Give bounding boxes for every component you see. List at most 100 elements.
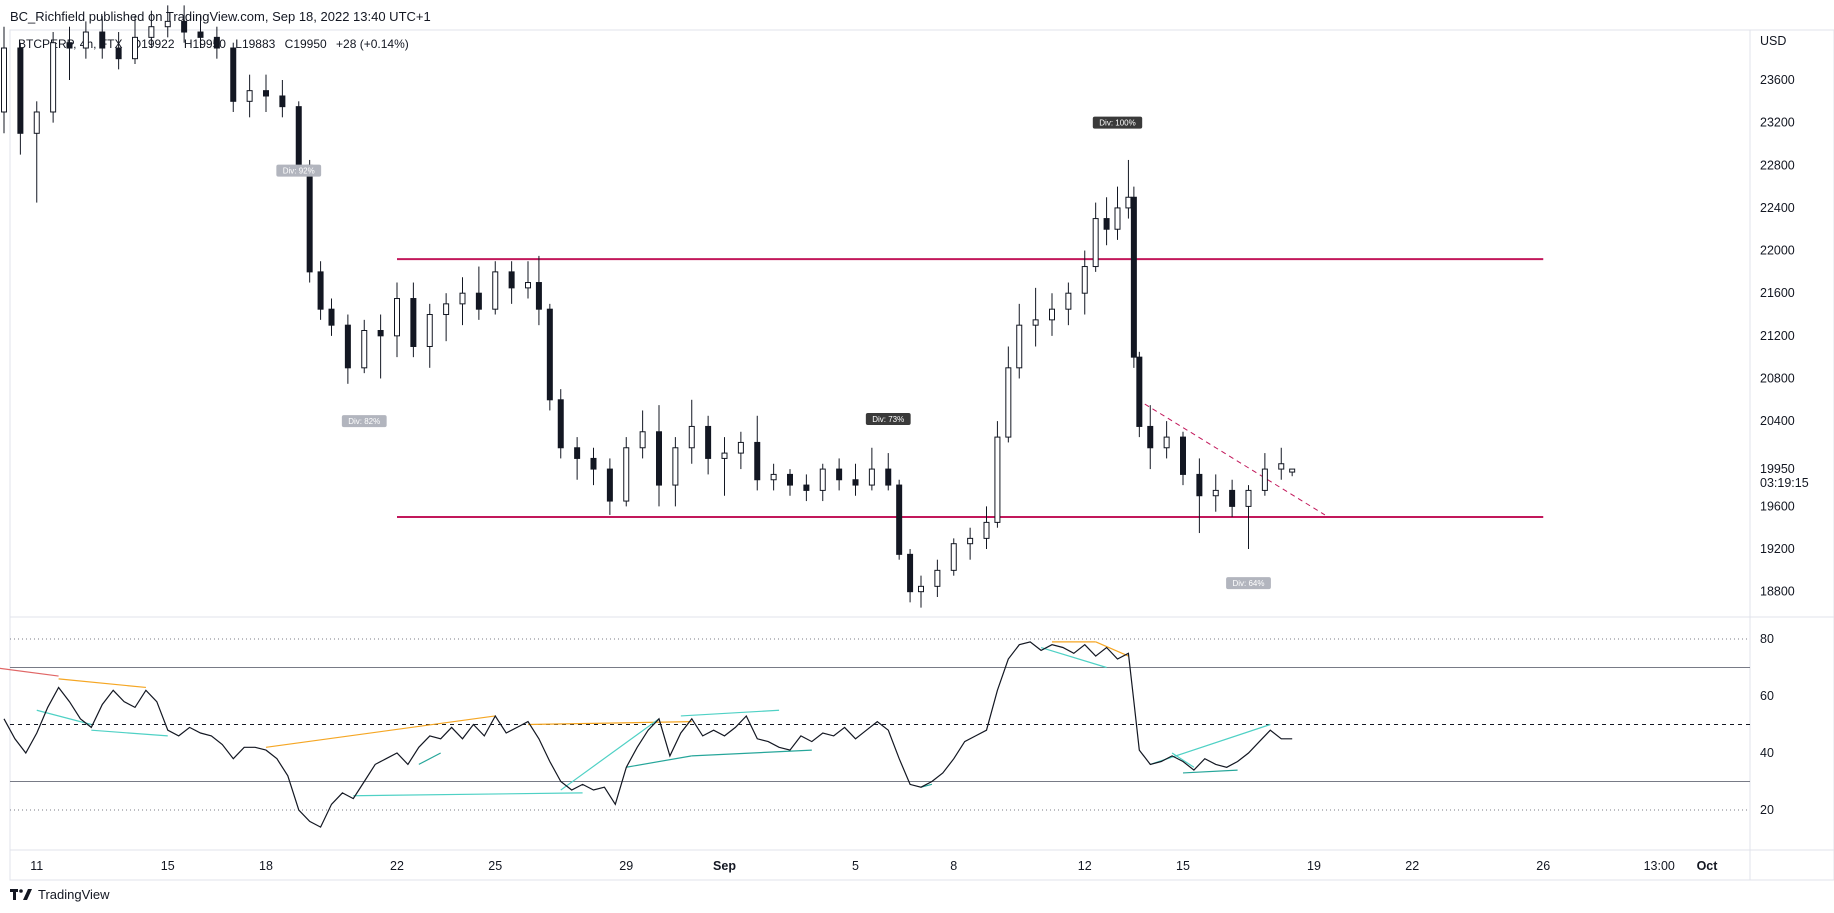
candle [574,437,581,480]
divergence-badges: Div: 92% Div: 82% Div: 73% Div: 100% Div: 64… [276,116,1271,590]
divergence-line [91,729,168,737]
price-tick: 20400 [1760,414,1795,428]
candle-body [1229,489,1236,507]
candle-body [754,441,761,481]
rsi-tick: 60 [1760,689,1774,703]
candle-body [475,292,482,310]
candle [907,549,914,603]
candle [546,303,553,411]
candle [770,463,777,491]
candle [994,421,1001,528]
time-tick: 13:00 [1644,859,1675,873]
candle-body [1245,489,1252,507]
time-tick: Oct [1697,859,1719,873]
candle-body [246,90,253,102]
price-tick: 22800 [1760,158,1795,172]
rsi-tick: 20 [1760,803,1774,817]
last-price-label: 19950 [1760,462,1795,476]
tradingview-logo-icon [10,888,32,901]
candle [1289,468,1296,477]
candle-body [770,473,777,481]
candle-body [115,47,122,60]
candle-body [394,298,400,337]
candle [197,16,204,49]
bar-countdown: 03:19:15 [1760,476,1809,490]
candle-body [836,468,843,481]
time-tick: 18 [259,859,273,873]
candle [1245,485,1252,550]
divergence-badge: Div: 73% [865,412,911,425]
candle-body [317,271,324,310]
candle [672,437,679,507]
badge-box [865,412,911,425]
rsi-bands [10,638,1750,811]
time-tick: 5 [852,859,859,873]
candle [328,298,335,336]
candle [115,32,122,70]
candle-body [787,473,793,486]
divergence-line [527,721,692,726]
candle-body [639,431,646,449]
currency-label: USD [1760,34,1786,48]
candle-body [525,282,531,289]
candle [148,10,155,49]
price-axis[interactable]: USD 19950 03:19:15 18800 19200 19600 20400 2… [1760,34,1809,599]
candle-body [1180,436,1186,475]
candle [132,16,138,65]
candle [508,261,515,304]
candle [1196,458,1203,534]
candle [950,538,957,576]
candle [868,447,875,491]
candle [934,559,941,597]
badge-label: Div: 64% [1232,579,1264,588]
candle [459,277,466,326]
price-tick: 23200 [1760,116,1795,130]
divergence-line [1040,646,1107,669]
candle-body [328,308,335,326]
candle [656,405,662,507]
candle-body [1261,468,1268,491]
candle [1081,250,1088,315]
candle-body [197,31,204,38]
candle [306,159,313,283]
chart-frame [9,29,1834,881]
divergence-line [560,718,660,791]
candle [535,255,542,326]
badge-box [1226,577,1271,590]
candlestick-series[interactable] [1,5,1296,608]
candle [1065,282,1072,326]
support-resistance-levels[interactable] [397,258,1544,519]
divergence-badge: Div: 82% [341,415,387,428]
candle-body [50,42,57,113]
time-tick: 29 [619,859,633,873]
candle [426,303,433,368]
divergence-line [626,755,692,768]
candle [557,389,564,459]
divergence-line [1171,752,1195,768]
candle [1229,479,1236,518]
candle-body [132,36,138,60]
time-tick: 8 [950,859,957,873]
candle [1136,351,1143,438]
candle [1130,186,1137,368]
candle [967,527,974,560]
candle [317,261,324,320]
candle [737,431,744,470]
time-tick: 11 [30,859,43,873]
candle [1016,303,1023,379]
candle [852,463,859,496]
chart-border [9,29,1834,881]
candle [66,26,73,80]
candle-body [377,330,384,337]
divergence-line [691,749,812,757]
rsi-line[interactable] [3,641,1293,828]
time-tick: 15 [1176,859,1190,873]
candle-body [295,106,302,166]
time-axis[interactable]: 11 15 18 22 25 29 Sep 5 8 12 15 19 22 26 13:00 Oct [30,859,1718,873]
brand-name[interactable]: TradingView [38,887,110,902]
candle [213,26,220,59]
candle [819,463,826,502]
divergence-line [1095,641,1129,657]
badge-box [276,164,322,177]
